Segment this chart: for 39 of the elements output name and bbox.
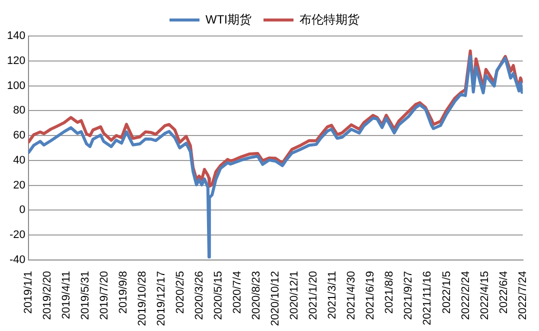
x-tick-label: 2021/9/27 bbox=[402, 270, 415, 320]
x-tick-label: 2021/1/20 bbox=[308, 270, 320, 320]
x-tick-label: 2019/7/20 bbox=[98, 270, 110, 320]
y-tick-label: 40 bbox=[13, 154, 26, 166]
x-tick-label: 2020/3/26 bbox=[194, 270, 206, 320]
x-tick-label: 2022/2/24 bbox=[460, 270, 472, 320]
x-tick-label: 2020/5/15 bbox=[212, 270, 225, 320]
x-tick-label: 2019/2/20 bbox=[41, 270, 54, 320]
x-tick-label: 2021/6/19 bbox=[364, 270, 377, 320]
x-tick-label: 2021/3/11 bbox=[326, 270, 339, 320]
x-tick-label: 2021/8/8 bbox=[384, 270, 396, 314]
y-tick-label: 120 bbox=[6, 54, 26, 67]
x-tick-label: 2022/6/4 bbox=[498, 270, 510, 314]
x-tick-label: 2022/1/5 bbox=[440, 270, 453, 314]
x-tick-label: 2021/4/30 bbox=[346, 270, 358, 320]
x-tick-label: 2020/7/4 bbox=[232, 270, 244, 314]
x-tick-label: 2019/4/11 bbox=[60, 270, 72, 320]
y-tick-label: -20 bbox=[9, 229, 26, 242]
x-tick-label: 2019/12/17 bbox=[156, 270, 168, 326]
legend-label: WTI期货 bbox=[206, 12, 252, 26]
y-tick-label: 0 bbox=[19, 204, 26, 216]
x-tick-label: 2021/11/16 bbox=[422, 270, 434, 326]
legend-label: 布伦特期货 bbox=[299, 12, 360, 26]
x-tick-label: 2020/2/5 bbox=[174, 270, 187, 314]
y-tick-label: -40 bbox=[9, 254, 26, 266]
x-tick-label: 2019/5/31 bbox=[79, 270, 92, 320]
x-tick-label: 2020/12/1 bbox=[288, 270, 301, 320]
x-tick-label: 2022/7/24 bbox=[516, 270, 529, 320]
x-tick-label: 2020/10/12 bbox=[270, 270, 282, 326]
x-tick-label: 2019/9/8 bbox=[117, 270, 130, 314]
y-tick-label: 100 bbox=[6, 80, 26, 92]
x-tick-label: 2019/10/28 bbox=[136, 270, 148, 326]
x-tick-label: 2019/1/1 bbox=[22, 270, 34, 314]
y-tick-label: 140 bbox=[6, 30, 26, 42]
x-tick-label: 2020/8/23 bbox=[250, 270, 263, 320]
y-tick-label: 80 bbox=[13, 104, 26, 117]
y-tick-label: 60 bbox=[13, 130, 26, 142]
x-tick-label: 2022/4/15 bbox=[478, 270, 491, 320]
y-tick-label: 20 bbox=[13, 179, 26, 192]
